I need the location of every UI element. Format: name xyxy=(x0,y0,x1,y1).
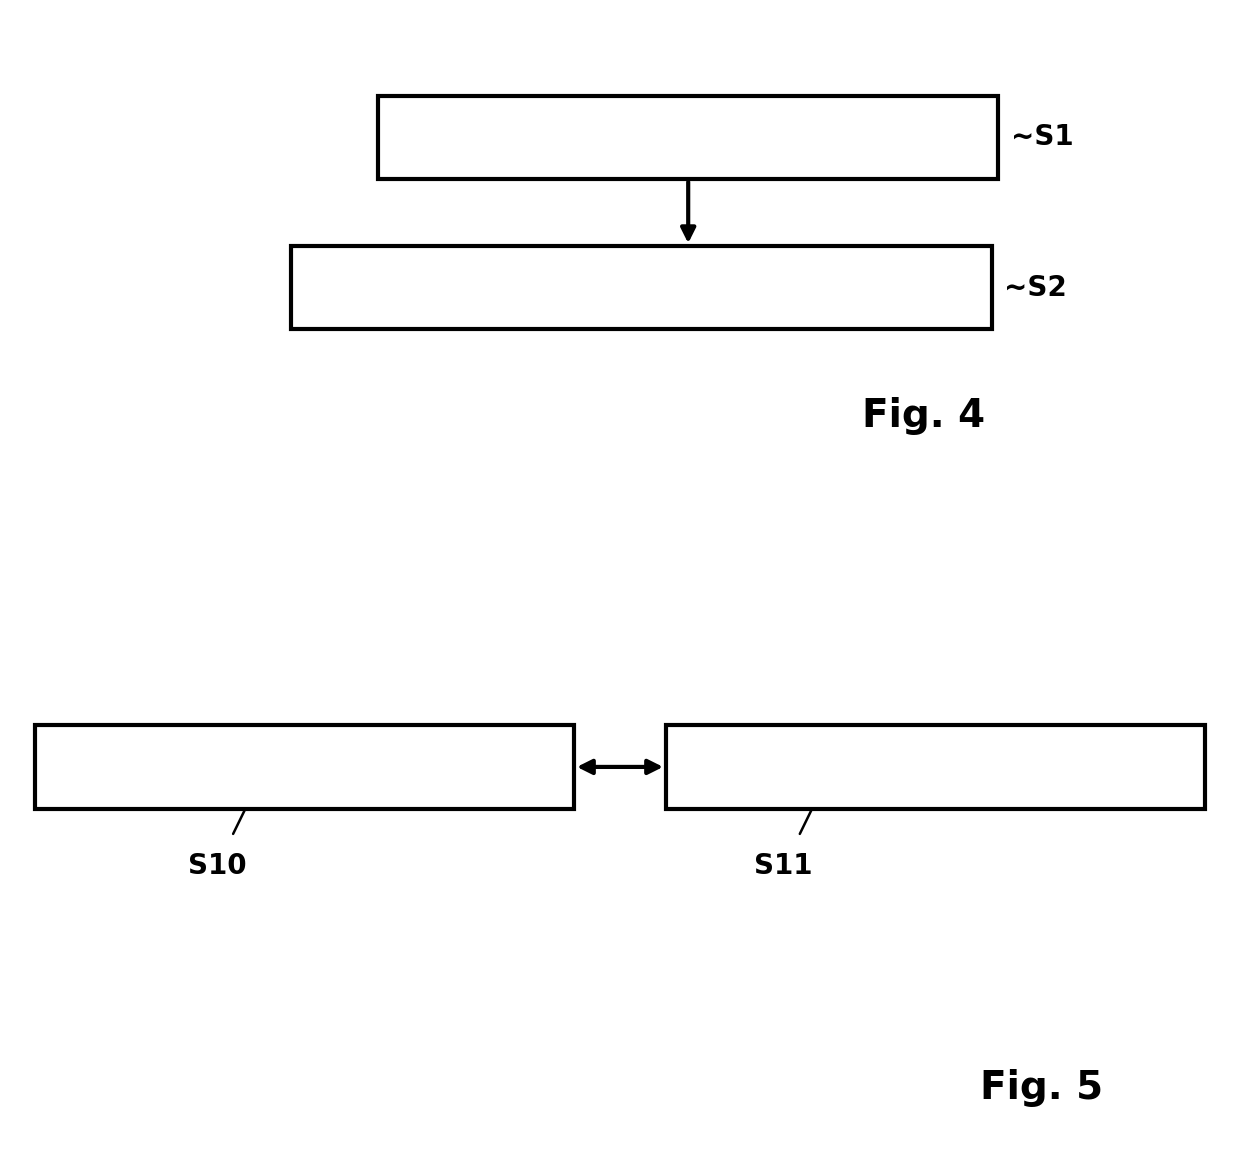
Bar xyxy=(35,725,574,808)
Text: ~S2: ~S2 xyxy=(1004,274,1068,301)
Bar xyxy=(291,246,992,329)
Text: Fig. 5: Fig. 5 xyxy=(980,1070,1102,1106)
Text: Fig. 4: Fig. 4 xyxy=(862,397,985,434)
Bar xyxy=(378,96,998,179)
Text: ~S1: ~S1 xyxy=(1011,124,1074,151)
Text: S11: S11 xyxy=(754,852,813,880)
Text: S10: S10 xyxy=(187,852,247,880)
Bar xyxy=(666,725,1205,808)
